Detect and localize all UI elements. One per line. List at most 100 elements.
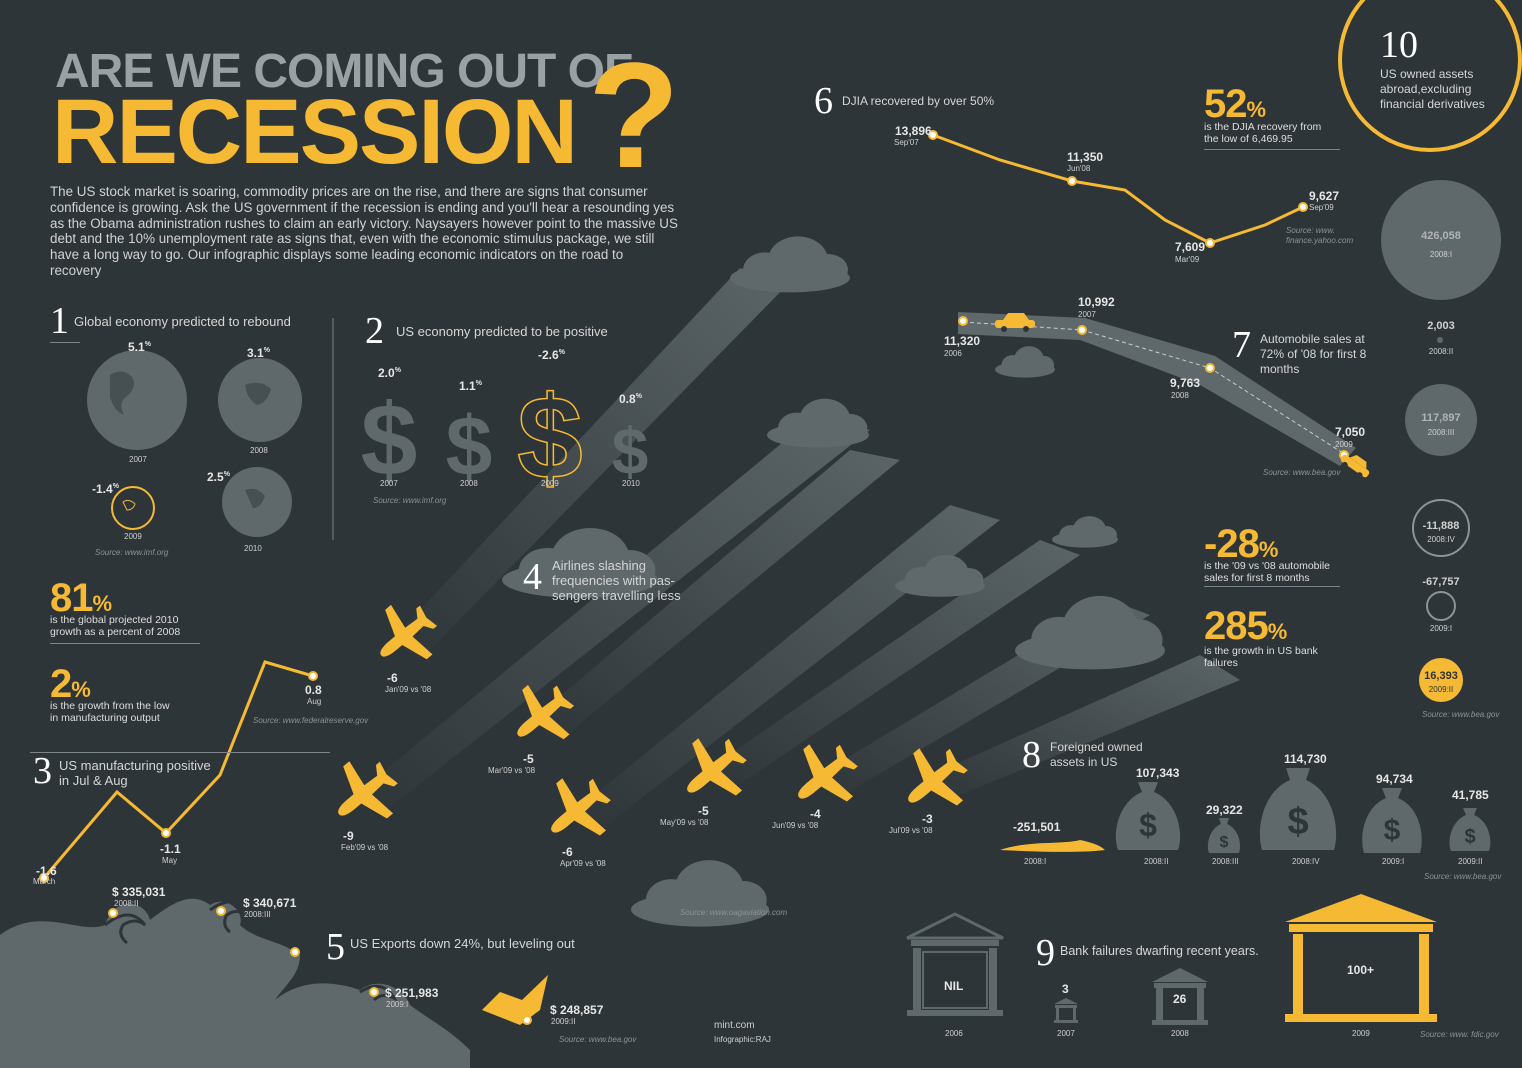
- s7-title: Automobile sales at 72% of '08 for first …: [1260, 332, 1367, 376]
- svg-text:$: $: [446, 399, 493, 493]
- s5-title: US Exports down 24%, but leveling out: [350, 936, 575, 951]
- s5-label-2009-1: 2009:I: [386, 1000, 409, 1009]
- s8-value-2008-4: 114,730: [1284, 752, 1327, 766]
- s5-value-2009-1: $ 251,983: [385, 986, 439, 1000]
- airplane-icon: [666, 723, 760, 818]
- s2-dollars: $ $ $ $: [361, 371, 649, 505]
- s5-number: 5: [326, 926, 345, 968]
- s4-value-jun: -4: [810, 807, 821, 821]
- airplane-icon: [777, 729, 871, 824]
- s5-label-2008-3: 2008:III: [244, 910, 271, 919]
- s1-year-2009: 2009: [124, 532, 142, 541]
- s10-label-2008-2: 2008:II: [1428, 347, 1454, 356]
- svg-text:$: $: [1384, 814, 1401, 847]
- s9-year-2006: 2006: [945, 1029, 963, 1038]
- svg-text:$: $: [517, 372, 583, 504]
- s10-value-2008-4: -11,888: [1422, 520, 1460, 532]
- s7-value-2007: 10,992: [1078, 295, 1115, 309]
- s6-label-mar09: Mar'09: [1175, 255, 1200, 264]
- s3-value-march: -1.6: [36, 864, 57, 878]
- s4-value-jul: -3: [922, 812, 933, 826]
- svg-text:$: $: [1287, 801, 1308, 843]
- s4-label-apr: Apr'09 vs '08: [560, 859, 606, 868]
- s5-source: Source: www.bea.gov: [559, 1035, 637, 1044]
- svg-text:$: $: [361, 383, 418, 497]
- s4-value-jan: -6: [387, 671, 398, 685]
- s4-label-feb: Feb'09 vs '08: [341, 843, 389, 852]
- s10-label-2008-3: 2008:III: [1427, 428, 1455, 437]
- stat52-value: 52%: [1204, 82, 1266, 126]
- s4-label-jan: Jan'09 vs '08: [385, 685, 432, 694]
- s4-label-mar: Mar'09 vs '08: [488, 766, 536, 775]
- title-line-1: ARE WE COMING OUT OF: [55, 45, 633, 98]
- s8-label-2009-2: 2009:II: [1458, 857, 1483, 866]
- s4-source: Source: www.oagaviation.com: [680, 908, 788, 917]
- s9-year-2009: 2009: [1352, 1029, 1370, 1038]
- s3-value-aug: 0.8: [305, 683, 322, 697]
- s2-year-2008: 2008: [460, 479, 478, 488]
- stat81-desc: is the global projected 2010 growth as a …: [50, 614, 181, 639]
- s7-value-2009: 7,050: [1335, 425, 1366, 439]
- svg-text:$: $: [1139, 807, 1157, 843]
- s10-value-2008-3: 117,897: [1421, 412, 1461, 424]
- s5-value-2008-2: $ 335,031: [112, 885, 166, 899]
- s3-title: US manufacturing positive in Jul & Aug: [59, 758, 211, 788]
- s1-number: 1: [50, 300, 69, 342]
- s3-value-may: -1.1: [160, 842, 181, 856]
- airplane-icon: [887, 733, 981, 828]
- s1-value-2008: 3.1%: [247, 346, 270, 360]
- s10-source: Source: www.bea.gov: [1422, 710, 1500, 719]
- s9-year-2007: 2007: [1057, 1029, 1075, 1038]
- stat2-value: 2%: [50, 662, 91, 706]
- s8-title: Foreigned owned assets in US: [1050, 740, 1143, 769]
- s2-value-2008: 1.1%: [459, 379, 482, 393]
- s1-value-2010: 2.5%: [207, 470, 230, 484]
- s10-value-2009-1: -67,757: [1422, 576, 1460, 588]
- s1-year-2007: 2007: [129, 455, 147, 464]
- s9-number: 9: [1036, 932, 1055, 974]
- s10-label-2009-2: 2009:II: [1428, 685, 1454, 694]
- s7-label-2006: 2006: [944, 349, 962, 358]
- s1-year-2010: 2010: [244, 544, 262, 553]
- s8-money-bags: $ $ $ $ $: [1000, 768, 1491, 853]
- s8-value-2009-1: 94,734: [1376, 772, 1413, 786]
- svg-text:$: $: [1220, 834, 1229, 851]
- s9-value-2006: NIL: [944, 979, 964, 993]
- s1-globes: [87, 350, 302, 537]
- question-mark: ?: [588, 31, 680, 199]
- s10-value-2009-2: 16,393: [1424, 670, 1458, 682]
- s10-value-2008-1: 426,058: [1421, 230, 1461, 242]
- s4-number: 4: [523, 556, 542, 598]
- s8-value-2008-1: -251,501: [1013, 820, 1061, 834]
- s10-title: US owned assets abroad,excluding financial…: [1380, 67, 1485, 111]
- s8-label-2008-1: 2008:I: [1024, 857, 1047, 866]
- s3-source: Source: www.federalreserve.gov: [253, 716, 369, 725]
- s4-label-may: May'09 vs '08: [660, 818, 709, 827]
- s9-value-2008: 26: [1173, 992, 1187, 1006]
- s2-title: US economy predicted to be positive: [396, 324, 608, 339]
- s5-label-2008-2: 2008:II: [114, 899, 139, 908]
- svg-text:$: $: [612, 414, 649, 488]
- s8-value-2009-2: 41,785: [1452, 788, 1489, 802]
- stat2-desc: is the growth from the low in manufacturi…: [50, 700, 170, 725]
- light-beams: [355, 268, 1240, 832]
- s6-number: 6: [814, 80, 833, 122]
- s10-label-2009-1: 2009:I: [1429, 624, 1453, 633]
- intro-text: The US stock market is soaring, commodit…: [50, 184, 678, 278]
- s6-label-sep09: Sep'09: [1309, 203, 1334, 212]
- s3-line-chart: [39, 660, 318, 883]
- s8-label-2008-4: 2008:IV: [1292, 857, 1320, 866]
- s10-label-2008-1: 2008:I: [1429, 250, 1453, 259]
- s5-label-2009-2: 2009:II: [551, 1017, 576, 1026]
- s1-source: Source: www.imf.org: [95, 548, 169, 557]
- s4-value-mar: -5: [523, 752, 534, 766]
- s2-number: 2: [365, 310, 384, 352]
- s3-label-aug: Aug: [307, 697, 322, 706]
- s4-value-may: -5: [698, 804, 709, 818]
- s8-value-2008-2: 107,343: [1136, 766, 1180, 780]
- s6-value-jun08: 11,350: [1067, 150, 1104, 164]
- s2-value-2007: 2.0%: [378, 366, 401, 380]
- s10-value-2008-2: 2,003: [1427, 320, 1455, 332]
